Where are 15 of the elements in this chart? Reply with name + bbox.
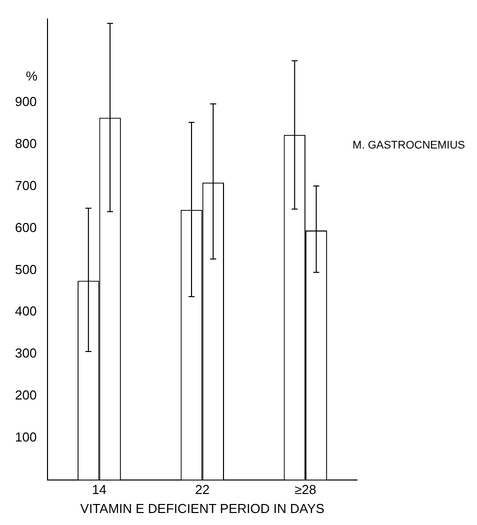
y-tick-label: 800 <box>14 136 37 152</box>
x-tick-label: 22 <box>195 482 210 498</box>
y-tick-label: 400 <box>14 304 37 319</box>
x-tick-label: ≥28 <box>294 482 316 498</box>
y-tick-label: 500 <box>14 262 37 277</box>
y-tick-label: 700 <box>14 178 37 194</box>
y-tick-label: 600 <box>14 220 37 235</box>
y-tick-label: 100 <box>14 429 37 444</box>
y-tick-label: 900 <box>14 94 37 110</box>
x-axis-title: VITAMIN E DEFICIENT PERIOD IN DAYS <box>80 500 325 516</box>
y-axis-title: % <box>26 68 38 84</box>
annotation: M. GASTROCNEMIUS <box>352 140 465 152</box>
x-tick-label: 14 <box>92 482 106 498</box>
y-tick-label: 300 <box>14 346 37 361</box>
y-tick-label: 200 <box>14 388 37 403</box>
